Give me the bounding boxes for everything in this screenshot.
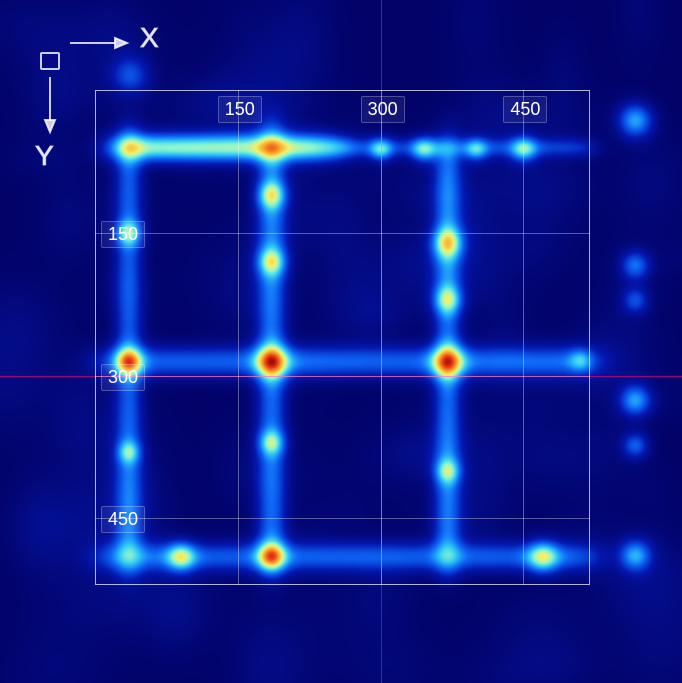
ytick-label: 450	[101, 506, 145, 533]
ytick-label: 150	[101, 221, 145, 248]
grid-line-horizontal	[95, 518, 590, 519]
xtick-label: 150	[218, 96, 262, 123]
grid-line-horizontal	[95, 376, 590, 377]
xtick-label: 300	[361, 96, 405, 123]
axis-label-y: Y	[35, 140, 54, 172]
ytick-label: 300	[101, 364, 145, 391]
grid-line-vertical	[523, 90, 524, 585]
xtick-label: 450	[503, 96, 547, 123]
plot-frame	[95, 90, 590, 585]
grid-line-horizontal	[95, 233, 590, 234]
grid-line-vertical	[238, 90, 239, 585]
heatmap-figure: 150 300 450 150 300 450 X Y	[0, 0, 682, 683]
axis-label-x: X	[140, 22, 159, 54]
grid-line-vertical	[381, 90, 382, 585]
